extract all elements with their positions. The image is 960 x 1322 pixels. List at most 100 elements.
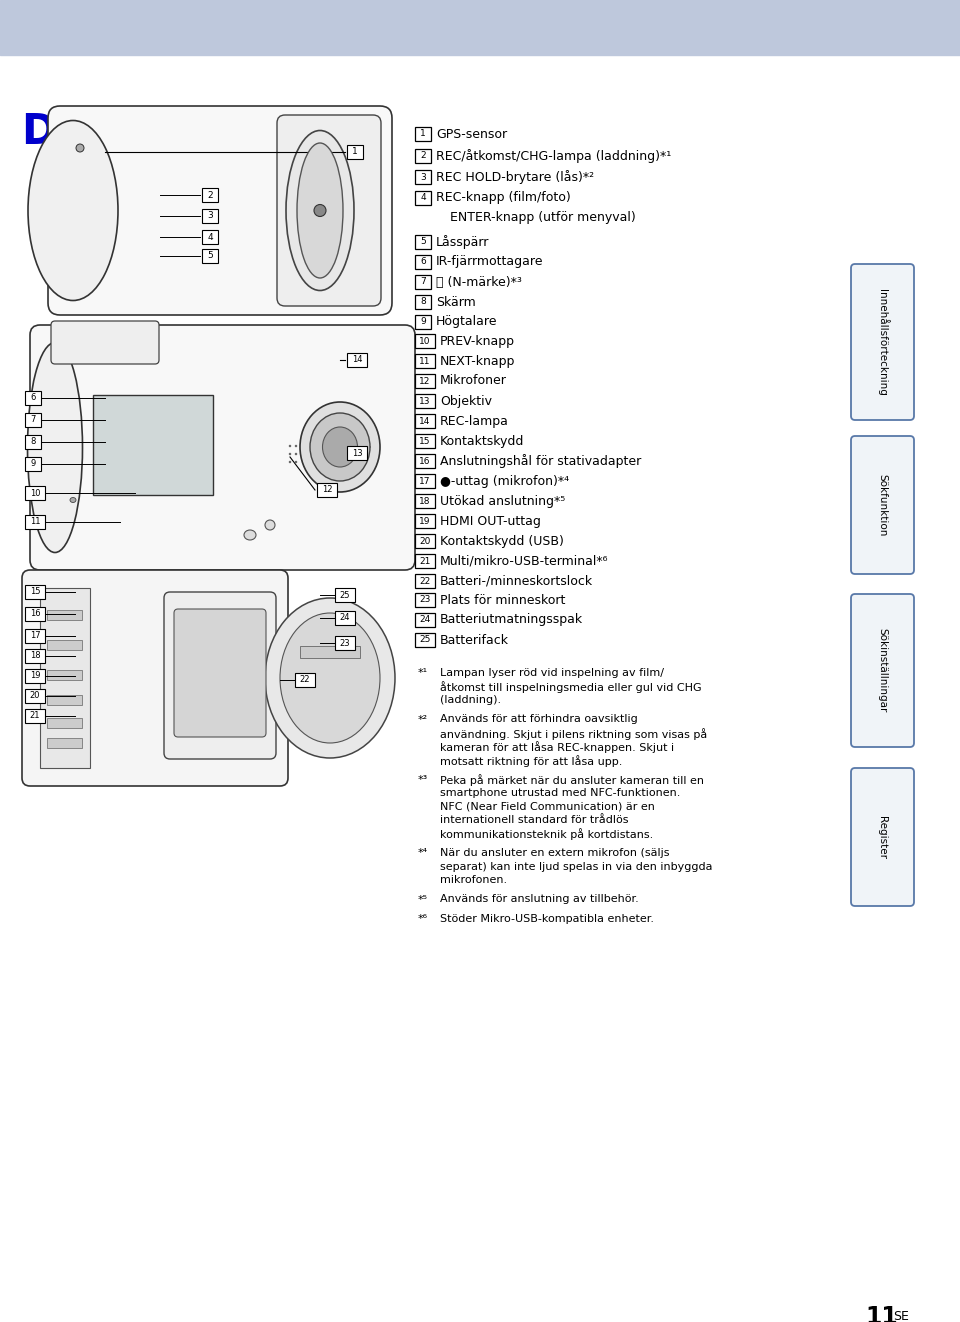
- Ellipse shape: [265, 598, 395, 758]
- Text: kommunikationsteknik på kortdistans.: kommunikationsteknik på kortdistans.: [440, 829, 653, 841]
- Text: 22: 22: [300, 676, 310, 685]
- Bar: [415, 149, 431, 163]
- Bar: [0, 0, 960, 56]
- Text: 16: 16: [30, 609, 40, 619]
- Bar: [415, 315, 431, 329]
- Text: 6: 6: [420, 258, 426, 267]
- Text: *⁴: *⁴: [418, 847, 428, 858]
- Bar: [415, 434, 435, 448]
- Bar: [335, 611, 355, 625]
- Text: Sökinställningar: Sökinställningar: [877, 628, 887, 713]
- Text: IR-fjärrmottagare: IR-fjärrmottagare: [436, 255, 543, 268]
- Text: 19: 19: [30, 672, 40, 681]
- Bar: [415, 574, 435, 588]
- Text: Sökfunktion: Sökfunktion: [877, 473, 887, 537]
- Text: 23: 23: [340, 639, 350, 648]
- Text: 10: 10: [30, 489, 40, 497]
- Bar: [415, 633, 435, 646]
- Text: 2: 2: [420, 152, 426, 160]
- Ellipse shape: [295, 444, 298, 447]
- Text: Objektiv: Objektiv: [440, 394, 492, 407]
- Text: PREV-knapp: PREV-knapp: [440, 334, 515, 348]
- Bar: [202, 188, 218, 202]
- Bar: [25, 435, 41, 449]
- Text: 18: 18: [420, 497, 431, 505]
- Text: 17: 17: [30, 632, 40, 640]
- Text: Innehållsförteckning: Innehållsförteckning: [876, 288, 888, 395]
- Text: mikrofonen.: mikrofonen.: [440, 875, 507, 884]
- Bar: [93, 395, 213, 494]
- Text: ●-uttag (mikrofon)*⁴: ●-uttag (mikrofon)*⁴: [440, 475, 569, 488]
- Text: 8: 8: [420, 297, 426, 307]
- Text: Register: Register: [877, 816, 887, 858]
- Text: REC HOLD-brytare (lås)*²: REC HOLD-brytare (lås)*²: [436, 171, 594, 184]
- Text: 14: 14: [351, 356, 362, 365]
- Text: NEXT-knapp: NEXT-knapp: [440, 354, 516, 368]
- Text: Lampan lyser röd vid inspelning av film/: Lampan lyser röd vid inspelning av film/: [440, 668, 664, 678]
- Bar: [25, 391, 41, 405]
- FancyBboxPatch shape: [851, 436, 914, 574]
- Text: 15: 15: [420, 436, 431, 446]
- Text: Används för anslutning av tillbehör.: Används för anslutning av tillbehör.: [440, 895, 638, 904]
- Text: 16: 16: [420, 456, 431, 465]
- FancyBboxPatch shape: [164, 592, 276, 759]
- Bar: [415, 354, 435, 368]
- Text: SE: SE: [893, 1310, 909, 1322]
- Bar: [347, 145, 363, 159]
- Text: användning. Skjut i pilens riktning som visas på: användning. Skjut i pilens riktning som …: [440, 728, 708, 740]
- Bar: [415, 514, 435, 527]
- Text: 20: 20: [420, 537, 431, 546]
- Ellipse shape: [289, 452, 291, 455]
- Text: 13: 13: [351, 448, 362, 457]
- Text: REC/åtkomst/CHG-lampa (laddning)*¹: REC/åtkomst/CHG-lampa (laddning)*¹: [436, 149, 671, 163]
- Text: Stöder Mikro-USB-kompatibla enheter.: Stöder Mikro-USB-kompatibla enheter.: [440, 914, 654, 924]
- Bar: [25, 689, 45, 703]
- Ellipse shape: [70, 497, 76, 502]
- Text: REC-lampa: REC-lampa: [440, 415, 509, 427]
- Text: 20: 20: [30, 691, 40, 701]
- Ellipse shape: [314, 205, 326, 217]
- Text: 12: 12: [322, 485, 332, 494]
- Bar: [415, 255, 431, 268]
- Bar: [25, 607, 45, 621]
- Ellipse shape: [28, 120, 118, 300]
- Bar: [415, 171, 431, 184]
- Text: 13: 13: [420, 397, 431, 406]
- Text: 10: 10: [420, 337, 431, 345]
- Bar: [347, 353, 367, 368]
- Bar: [47, 609, 82, 620]
- Text: 11: 11: [30, 517, 40, 526]
- FancyBboxPatch shape: [277, 115, 381, 305]
- Text: Peka på märket när du ansluter kameran till en: Peka på märket när du ansluter kameran t…: [440, 775, 704, 787]
- Bar: [47, 695, 82, 705]
- Ellipse shape: [244, 530, 256, 539]
- Bar: [25, 516, 45, 529]
- Ellipse shape: [289, 461, 291, 463]
- FancyBboxPatch shape: [851, 264, 914, 420]
- FancyBboxPatch shape: [51, 321, 159, 364]
- Bar: [415, 613, 435, 627]
- Bar: [47, 640, 82, 650]
- Ellipse shape: [265, 520, 275, 530]
- Ellipse shape: [295, 461, 298, 463]
- Bar: [25, 486, 45, 500]
- Text: Låsspärr: Låsspärr: [436, 235, 490, 249]
- Text: (laddning).: (laddning).: [440, 695, 501, 705]
- FancyBboxPatch shape: [22, 570, 288, 787]
- Text: 1: 1: [420, 130, 426, 139]
- Bar: [415, 235, 431, 249]
- Bar: [415, 190, 431, 205]
- Text: 14: 14: [420, 416, 431, 426]
- Bar: [415, 414, 435, 428]
- Bar: [415, 275, 431, 290]
- Bar: [25, 412, 41, 427]
- Text: Batteriutmatningsspak: Batteriutmatningsspak: [440, 613, 583, 627]
- Ellipse shape: [323, 427, 357, 467]
- Bar: [347, 446, 367, 460]
- Text: 12: 12: [420, 377, 431, 386]
- Text: *⁵: *⁵: [418, 895, 428, 904]
- Text: NFC (Near Field Communication) är en: NFC (Near Field Communication) är en: [440, 801, 655, 812]
- Ellipse shape: [300, 402, 380, 492]
- Text: Batteri-/minneskortslock: Batteri-/minneskortslock: [440, 575, 593, 587]
- Bar: [335, 636, 355, 650]
